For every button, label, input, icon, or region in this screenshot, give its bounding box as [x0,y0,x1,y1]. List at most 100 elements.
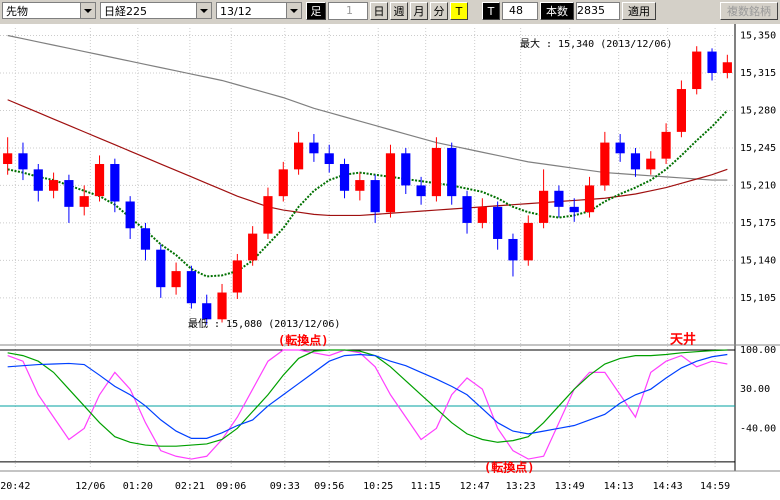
candle-body [477,206,487,223]
y-tick-label: 15,140 [740,255,776,266]
toolbar: 先物 日経225 13/12 足 1 日 週 月 分 T T 48 本数 283… [0,0,780,25]
candle-body [140,228,151,250]
x-tick-label: 14:13 [604,481,634,492]
bars-value[interactable]: 2835 [576,2,620,20]
y-tick-label: 15,315 [740,68,776,79]
apply-button[interactable]: 適用 [622,2,656,20]
day-button[interactable]: 日 [370,2,388,20]
candle-body [232,260,242,293]
month-select[interactable]: 13/12 [216,2,302,19]
candle-body [339,164,350,191]
dropdown-arrow[interactable] [196,3,211,18]
background [0,24,780,500]
candle-body [156,249,166,288]
candle-body [431,147,441,197]
oscillator-line [7,349,728,460]
candle-body [401,153,411,186]
index-select[interactable]: 日経225 [100,2,212,19]
dropdown-arrow[interactable] [286,3,301,18]
candle-body [324,153,334,165]
x-tick-label: 09:56 [314,481,344,492]
candle-body [171,271,181,288]
candle-body [186,271,196,304]
x-tick-label: 20:42 [0,481,30,492]
candle-body [707,51,717,73]
candle-body [600,142,610,186]
candle-body [385,153,396,213]
y-tick-label: 15,175 [740,218,776,229]
month-button[interactable]: 月 [410,2,428,20]
candle-body [309,142,319,154]
oscillator-line [7,349,728,447]
candle-body [3,153,13,165]
candle-body [416,185,426,197]
candle-body [447,147,457,197]
t-label: T [482,2,500,20]
x-tick-label: 10:25 [363,481,393,492]
min-label: 最低 : 15,080 (2013/12/06) [188,317,340,330]
candle-body [294,142,304,170]
candle-body [615,142,625,154]
candle-body [539,190,549,223]
x-tick-label: 13:49 [555,481,585,492]
candle-body [676,89,686,132]
tick-button[interactable]: T [450,2,468,20]
candle-body [248,233,258,261]
candle-body [49,180,59,191]
moving-average [7,99,728,217]
candle-body [554,190,564,207]
x-tick-label: 14:43 [653,481,683,492]
annotation: (転換点) [278,333,328,348]
index: 日経225 [104,5,147,18]
max-label: 最大 : 15,340 (2013/12/06) [520,37,672,50]
candle-body [722,62,732,73]
candle-body [493,206,503,239]
minute-button[interactable]: 分 [430,2,448,20]
candle-body [569,206,579,213]
candle-body [370,180,380,213]
x-tick-label: 12:47 [460,481,490,492]
y-tick-label: 15,105 [740,293,776,304]
compare-button[interactable]: 複数銘柄 [720,2,778,20]
y-tick-label: 15,210 [740,180,776,191]
candle-body [263,196,273,234]
candle-body [646,158,656,170]
y-tick-label: 30.00 [740,384,770,395]
bars-label: 本数 [540,2,574,20]
x-tick-label: 01:20 [123,481,153,492]
market: 先物 [6,5,28,18]
candle-body [33,169,43,191]
x-tick-label: 12/06 [75,481,105,492]
y-tick-label: 15,280 [740,105,776,116]
y-tick-label: 15,245 [740,143,776,154]
candle-body [64,180,74,207]
x-tick-label: 02:21 [175,481,205,492]
t-value[interactable]: 48 [502,2,538,20]
x-tick-label: 09:33 [270,481,300,492]
dropdown-arrow[interactable] [80,3,95,18]
candle-body [462,196,472,223]
candle-body [508,238,518,261]
candle-body [661,131,671,159]
candle-body [79,196,89,207]
y-tick-label: 15,350 [740,30,776,41]
annotation: 天井 [670,332,696,348]
y-tick-label: 100.00 [740,345,776,356]
foot-label: 足 [306,2,326,20]
oscillator-line [7,353,728,439]
month: 13/12 [220,5,252,18]
candle-body [278,169,288,197]
candle-body [125,201,135,229]
week-button[interactable]: 週 [390,2,408,20]
candle-body [630,153,641,170]
x-tick-label: 11:15 [411,481,441,492]
candle-body [94,164,105,197]
y-tick-label: -40.00 [740,423,776,434]
candle-body [217,292,227,320]
candle-body [110,164,120,202]
market-select[interactable]: 先物 [2,2,96,19]
candle-body [523,222,533,261]
candle-body [202,303,212,320]
foot-value[interactable]: 1 [328,2,368,20]
